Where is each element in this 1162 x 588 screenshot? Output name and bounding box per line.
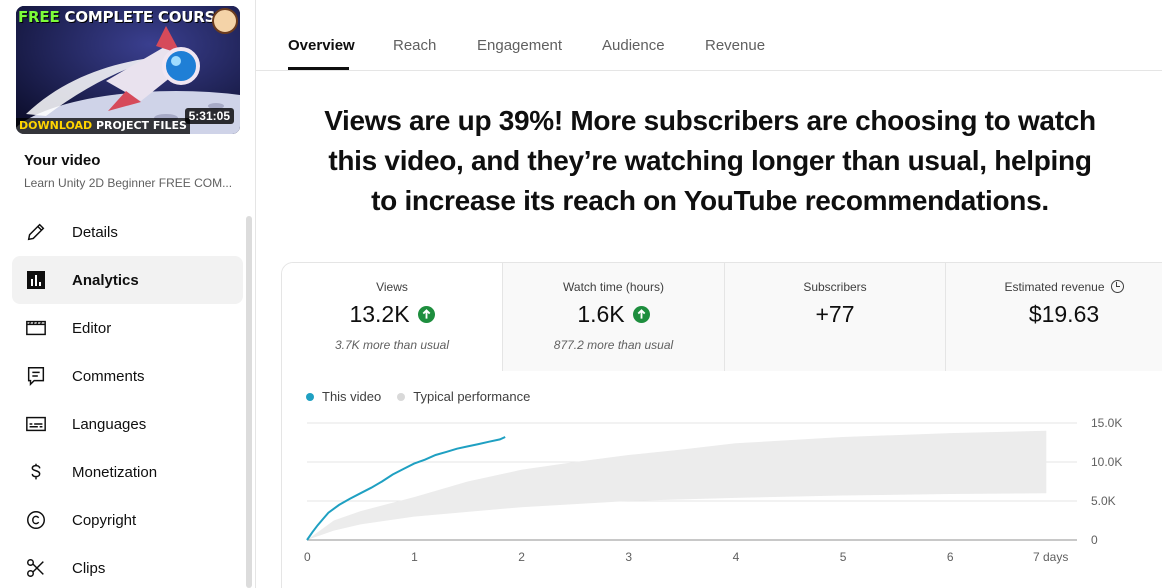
analytics-icon — [24, 268, 48, 292]
metric-subscribers[interactable]: Subscribers +77 — [725, 263, 946, 371]
sidebar-item-label: Editor — [72, 319, 112, 337]
x-tick-label: 2 — [518, 550, 525, 564]
x-tick-label: 6 — [947, 550, 954, 564]
performance-headline: Views are up 39%! More subscribers are c… — [324, 105, 1096, 216]
clock-icon[interactable] — [1110, 280, 1124, 293]
tab-engagement[interactable]: Engagement — [477, 37, 563, 54]
copyright-icon — [24, 508, 48, 532]
tab-audience[interactable]: Audience — [602, 37, 665, 54]
metric-value: $19.63 — [1028, 301, 1100, 327]
metric-estimated-revenue[interactable]: Estimated revenue $19.63 — [946, 263, 1162, 371]
metric-value: 13.2K — [349, 301, 410, 327]
x-tick-label: 0 — [304, 550, 311, 564]
typical-performance-band — [307, 430, 1047, 540]
thumbnail-title-accent: FREE — [18, 8, 60, 26]
x-tick-label: 4 — [733, 550, 740, 564]
metric-label-row: Estimated revenue — [946, 280, 1162, 294]
sidebar-item-label: Details — [72, 223, 118, 241]
y-tick-label: 5.0K — [1091, 494, 1116, 508]
comment-icon — [24, 364, 48, 388]
sidebar-item-editor[interactable]: Editor — [12, 304, 243, 352]
metric-label: Subscribers — [803, 280, 867, 294]
y-tick-label: 0 — [1091, 533, 1098, 547]
scissors-icon — [24, 556, 48, 580]
sidebar-item-label: Monetization — [72, 463, 158, 481]
sidebar-item-monetization[interactable]: Monetization — [12, 448, 243, 496]
thumbnail-title: FREE COMPLETE COURSE — [18, 8, 225, 26]
metric-watch-time[interactable]: Watch time (hours) 1.6K 877.2 more than … — [503, 263, 725, 371]
film-icon — [24, 316, 48, 340]
thumbnail-banner-rest: PROJECT FILES — [95, 119, 187, 132]
this-video-line — [306, 436, 506, 541]
tab-overview[interactable]: Overview — [288, 37, 355, 54]
video-title[interactable]: Learn Unity 2D Beginner FREE COM... — [24, 176, 233, 190]
metric-comparison: 877.2 more than usual — [553, 338, 674, 352]
metric-label: Views — [376, 280, 408, 294]
sidebar: FREE COMPLETE COURSE DOWNLOAD PROJECT FI… — [0, 0, 256, 588]
x-tick-label: 3 — [625, 550, 632, 564]
legend-item-typical[interactable]: Typical performance — [397, 389, 530, 404]
active-tab-indicator — [288, 67, 349, 70]
views-chart[interactable]: 15.0K 10.0K 5.0K 0 0 1 2 3 4 5 6 7 days — [282, 403, 1162, 588]
pencil-icon — [24, 220, 48, 244]
sidebar-scrollbar[interactable] — [246, 216, 252, 588]
metric-comparison: 3.7K more than usual — [334, 338, 450, 352]
metrics-card: Views 13.2K 3.7K more than usual Watch t… — [281, 262, 1162, 588]
x-tick-label: 1 — [411, 550, 418, 564]
sidebar-item-label: Clips — [72, 559, 106, 577]
metric-value-row: 13.2K — [282, 301, 502, 328]
sidebar-item-clips[interactable]: Clips — [12, 544, 243, 588]
y-tick-label: 10.0K — [1091, 455, 1122, 469]
metric-label: Watch time (hours) — [563, 280, 664, 294]
chart-legend: This video Typical performance — [306, 389, 530, 404]
y-tick-label: 15.0K — [1091, 416, 1122, 430]
legend-item-this-video[interactable]: This video — [306, 389, 381, 404]
tab-revenue[interactable]: Revenue — [705, 37, 766, 54]
sidebar-item-languages[interactable]: Languages — [12, 400, 243, 448]
arrow-up-icon — [417, 306, 435, 323]
metric-value: +77 — [815, 301, 855, 327]
thumbnail-banner-accent: DOWNLOAD — [19, 119, 93, 132]
metric-views[interactable]: Views 13.2K 3.7K more than usual — [282, 263, 503, 371]
sidebar-item-details[interactable]: Details — [12, 208, 243, 256]
x-tick-label: 7 days — [1033, 550, 1068, 564]
sidebar-item-label: Copyright — [72, 511, 137, 529]
legend-dot-typical — [397, 392, 406, 401]
main-content: Overview Reach Engagement Audience Reven… — [256, 0, 1162, 588]
sidebar-nav: Details Analytics Editor Comments — [12, 208, 243, 588]
video-thumbnail[interactable]: FREE COMPLETE COURSE DOWNLOAD PROJECT FI… — [16, 6, 240, 134]
metric-value-row: +77 — [725, 301, 945, 328]
sidebar-item-label: Languages — [72, 415, 147, 433]
sidebar-item-label: Comments — [72, 367, 145, 385]
arrow-up-icon — [632, 306, 650, 323]
sidebar-item-analytics[interactable]: Analytics — [12, 256, 243, 304]
sidebar-item-comments[interactable]: Comments — [12, 352, 243, 400]
legend-label: This video — [322, 389, 382, 404]
metric-value-row: $19.63 — [946, 301, 1162, 328]
your-video-label: Your video — [24, 152, 101, 169]
tab-reach[interactable]: Reach — [393, 37, 437, 54]
sidebar-item-label: Analytics — [72, 271, 139, 289]
metric-value: 1.6K — [577, 301, 625, 327]
dollar-icon — [24, 460, 48, 484]
legend-label: Typical performance — [413, 389, 531, 404]
subtitles-icon — [24, 412, 48, 436]
thumbnail-banner: DOWNLOAD PROJECT FILES — [16, 118, 190, 134]
legend-dot-this-video — [306, 392, 314, 401]
metric-value-row: 1.6K — [503, 301, 724, 328]
sidebar-item-copyright[interactable]: Copyright — [12, 496, 243, 544]
thumbnail-title-rest: COMPLETE COURSE — [64, 8, 226, 26]
analytics-tabs: Overview Reach Engagement Audience Reven… — [256, 0, 1162, 71]
metric-label: Estimated revenue — [1004, 280, 1105, 294]
thumbnail-mascot-icon — [212, 8, 238, 34]
video-duration: 5:31:05 — [184, 108, 234, 124]
x-tick-label: 5 — [840, 550, 847, 564]
